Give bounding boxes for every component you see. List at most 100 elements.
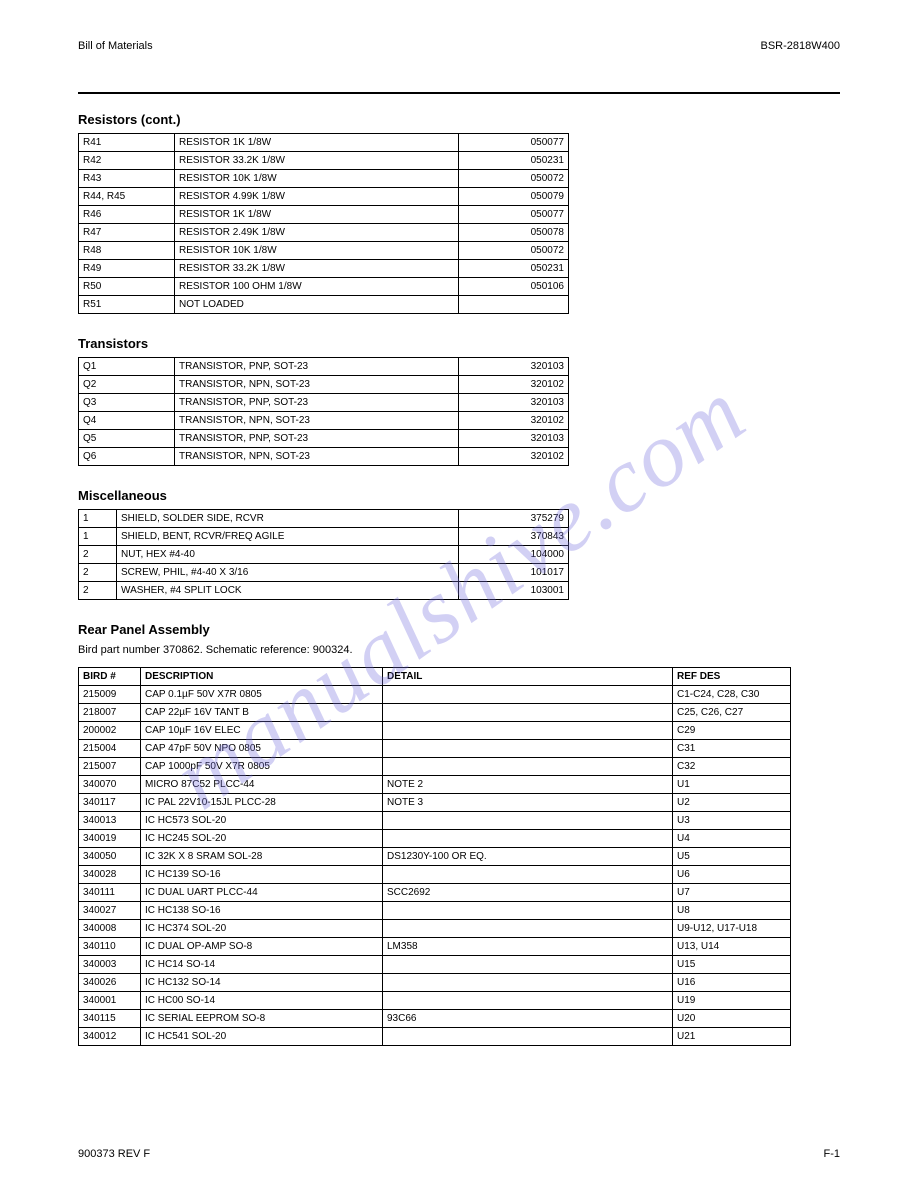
table-cell: 050072: [459, 242, 569, 260]
table-cell: C31: [673, 740, 791, 758]
table-cell: 050077: [459, 206, 569, 224]
table-cell: 215007: [79, 758, 141, 776]
table-row: 340111IC DUAL UART PLCC-44SCC2692U7: [79, 884, 791, 902]
table-cell: IC HC541 SOL-20: [141, 1028, 383, 1046]
table-row: 340028IC HC139 SO-16U6: [79, 866, 791, 884]
table-cell: NOTE 3: [383, 794, 673, 812]
table-cell: Q3: [79, 394, 175, 412]
table-cell: U3: [673, 812, 791, 830]
table-cell: 320103: [459, 358, 569, 376]
table-cell: R46: [79, 206, 175, 224]
table-cell: [383, 956, 673, 974]
table-cell: U20: [673, 1010, 791, 1028]
table-cell: MICRO 87C52 PLCC-44: [141, 776, 383, 794]
table-cell: U19: [673, 992, 791, 1010]
table-cell: 2: [79, 546, 117, 564]
table-resistors: R41RESISTOR 1K 1/8W050077R42RESISTOR 33.…: [78, 133, 569, 314]
table-row: 340070MICRO 87C52 PLCC-44NOTE 2U1: [79, 776, 791, 794]
table-cell: 104000: [459, 546, 569, 564]
table-cell: 340027: [79, 902, 141, 920]
table-row: 2WASHER, #4 SPLIT LOCK103001: [79, 582, 569, 600]
table-cell: CAP 0.1µF 50V X7R 0805: [141, 686, 383, 704]
table-cell: 370843: [459, 528, 569, 546]
table-cell: 340115: [79, 1010, 141, 1028]
table-cell: C29: [673, 722, 791, 740]
table-cell: 320102: [459, 448, 569, 466]
header-right: BSR-2818W400: [761, 40, 841, 52]
table-cell: 340012: [79, 1028, 141, 1046]
table-cell: SHIELD, SOLDER SIDE, RCVR: [117, 510, 459, 528]
table-cell: [383, 812, 673, 830]
table-cell: CAP 10µF 16V ELEC: [141, 722, 383, 740]
table-cell: TRANSISTOR, PNP, SOT-23: [175, 394, 459, 412]
table-row: R48RESISTOR 10K 1/8W050072: [79, 242, 569, 260]
table-cell: IC HC573 SOL-20: [141, 812, 383, 830]
table-cell: TRANSISTOR, NPN, SOT-23: [175, 448, 459, 466]
table-cell: CAP 1000pF 50V X7R 0805: [141, 758, 383, 776]
table-cell: C1-C24, C28, C30: [673, 686, 791, 704]
table-cell: NOT LOADED: [175, 296, 459, 314]
table-cell: 340050: [79, 848, 141, 866]
table-cell: [459, 296, 569, 314]
table-cell: Q1: [79, 358, 175, 376]
table-row: 2SCREW, PHIL, #4-40 X 3/16101017: [79, 564, 569, 582]
table-cell: 050231: [459, 260, 569, 278]
table-cell: SCC2692: [383, 884, 673, 902]
table-cell: IC HC00 SO-14: [141, 992, 383, 1010]
table-cell: NUT, HEX #4-40: [117, 546, 459, 564]
table-row: R51NOT LOADED: [79, 296, 569, 314]
header-row: Bill of Materials BSR-2818W400: [78, 40, 840, 52]
table-cell: 050231: [459, 152, 569, 170]
table-cell: R43: [79, 170, 175, 188]
table-cell: IC SERIAL EEPROM SO-8: [141, 1010, 383, 1028]
table-cell: 050078: [459, 224, 569, 242]
table-cell: RESISTOR 1K 1/8W: [175, 206, 459, 224]
table-header-cell: REF DES: [673, 668, 791, 686]
table-cell: Q2: [79, 376, 175, 394]
table-cell: SHIELD, BENT, RCVR/FREQ AGILE: [117, 528, 459, 546]
table-header-cell: DESCRIPTION: [141, 668, 383, 686]
table-cell: WASHER, #4 SPLIT LOCK: [117, 582, 459, 600]
table-cell: TRANSISTOR, PNP, SOT-23: [175, 430, 459, 448]
table-cell: 200002: [79, 722, 141, 740]
table-cell: Q5: [79, 430, 175, 448]
table-cell: SCREW, PHIL, #4-40 X 3/16: [117, 564, 459, 582]
table-cell: 1: [79, 528, 117, 546]
table-cell: U6: [673, 866, 791, 884]
table-cell: 340070: [79, 776, 141, 794]
table-row: 1SHIELD, SOLDER SIDE, RCVR375279: [79, 510, 569, 528]
table-row: 215007CAP 1000pF 50V X7R 0805C32: [79, 758, 791, 776]
table-cell: IC HC245 SOL-20: [141, 830, 383, 848]
table-row: 215009CAP 0.1µF 50V X7R 0805C1-C24, C28,…: [79, 686, 791, 704]
table-row: R42RESISTOR 33.2K 1/8W050231: [79, 152, 569, 170]
table-cell: IC HC138 SO-16: [141, 902, 383, 920]
table-row: 1SHIELD, BENT, RCVR/FREQ AGILE370843: [79, 528, 569, 546]
table-cell: [383, 974, 673, 992]
table-row: 218007CAP 22µF 16V TANT BC25, C26, C27: [79, 704, 791, 722]
table-cell: R48: [79, 242, 175, 260]
table-row: 340003IC HC14 SO-14U15: [79, 956, 791, 974]
table-cell: [383, 830, 673, 848]
table-cell: 340110: [79, 938, 141, 956]
table-cell: U16: [673, 974, 791, 992]
table-header-cell: DETAIL: [383, 668, 673, 686]
table-row: Q6TRANSISTOR, NPN, SOT-23320102: [79, 448, 569, 466]
table-cell: 050077: [459, 134, 569, 152]
table-row: Q5TRANSISTOR, PNP, SOT-23320103: [79, 430, 569, 448]
table-row: R44, R45RESISTOR 4.99K 1/8W050079: [79, 188, 569, 206]
table-row: R49RESISTOR 33.2K 1/8W050231: [79, 260, 569, 278]
table-cell: RESISTOR 4.99K 1/8W: [175, 188, 459, 206]
table-cell: RESISTOR 1K 1/8W: [175, 134, 459, 152]
table-row: 340050IC 32K X 8 SRAM SOL-28DS1230Y-100 …: [79, 848, 791, 866]
table-cell: IC HC139 SO-16: [141, 866, 383, 884]
table-cell: [383, 866, 673, 884]
table-cell: RESISTOR 10K 1/8W: [175, 170, 459, 188]
table-cell: Q4: [79, 412, 175, 430]
table-row: 340026IC HC132 SO-14U16: [79, 974, 791, 992]
table-cell: R49: [79, 260, 175, 278]
table-cell: IC HC14 SO-14: [141, 956, 383, 974]
table-row: 340019IC HC245 SOL-20U4: [79, 830, 791, 848]
table-cell: 2: [79, 582, 117, 600]
footer-left: 900373 REV F: [78, 1148, 150, 1160]
table-row: 340001IC HC00 SO-14U19: [79, 992, 791, 1010]
